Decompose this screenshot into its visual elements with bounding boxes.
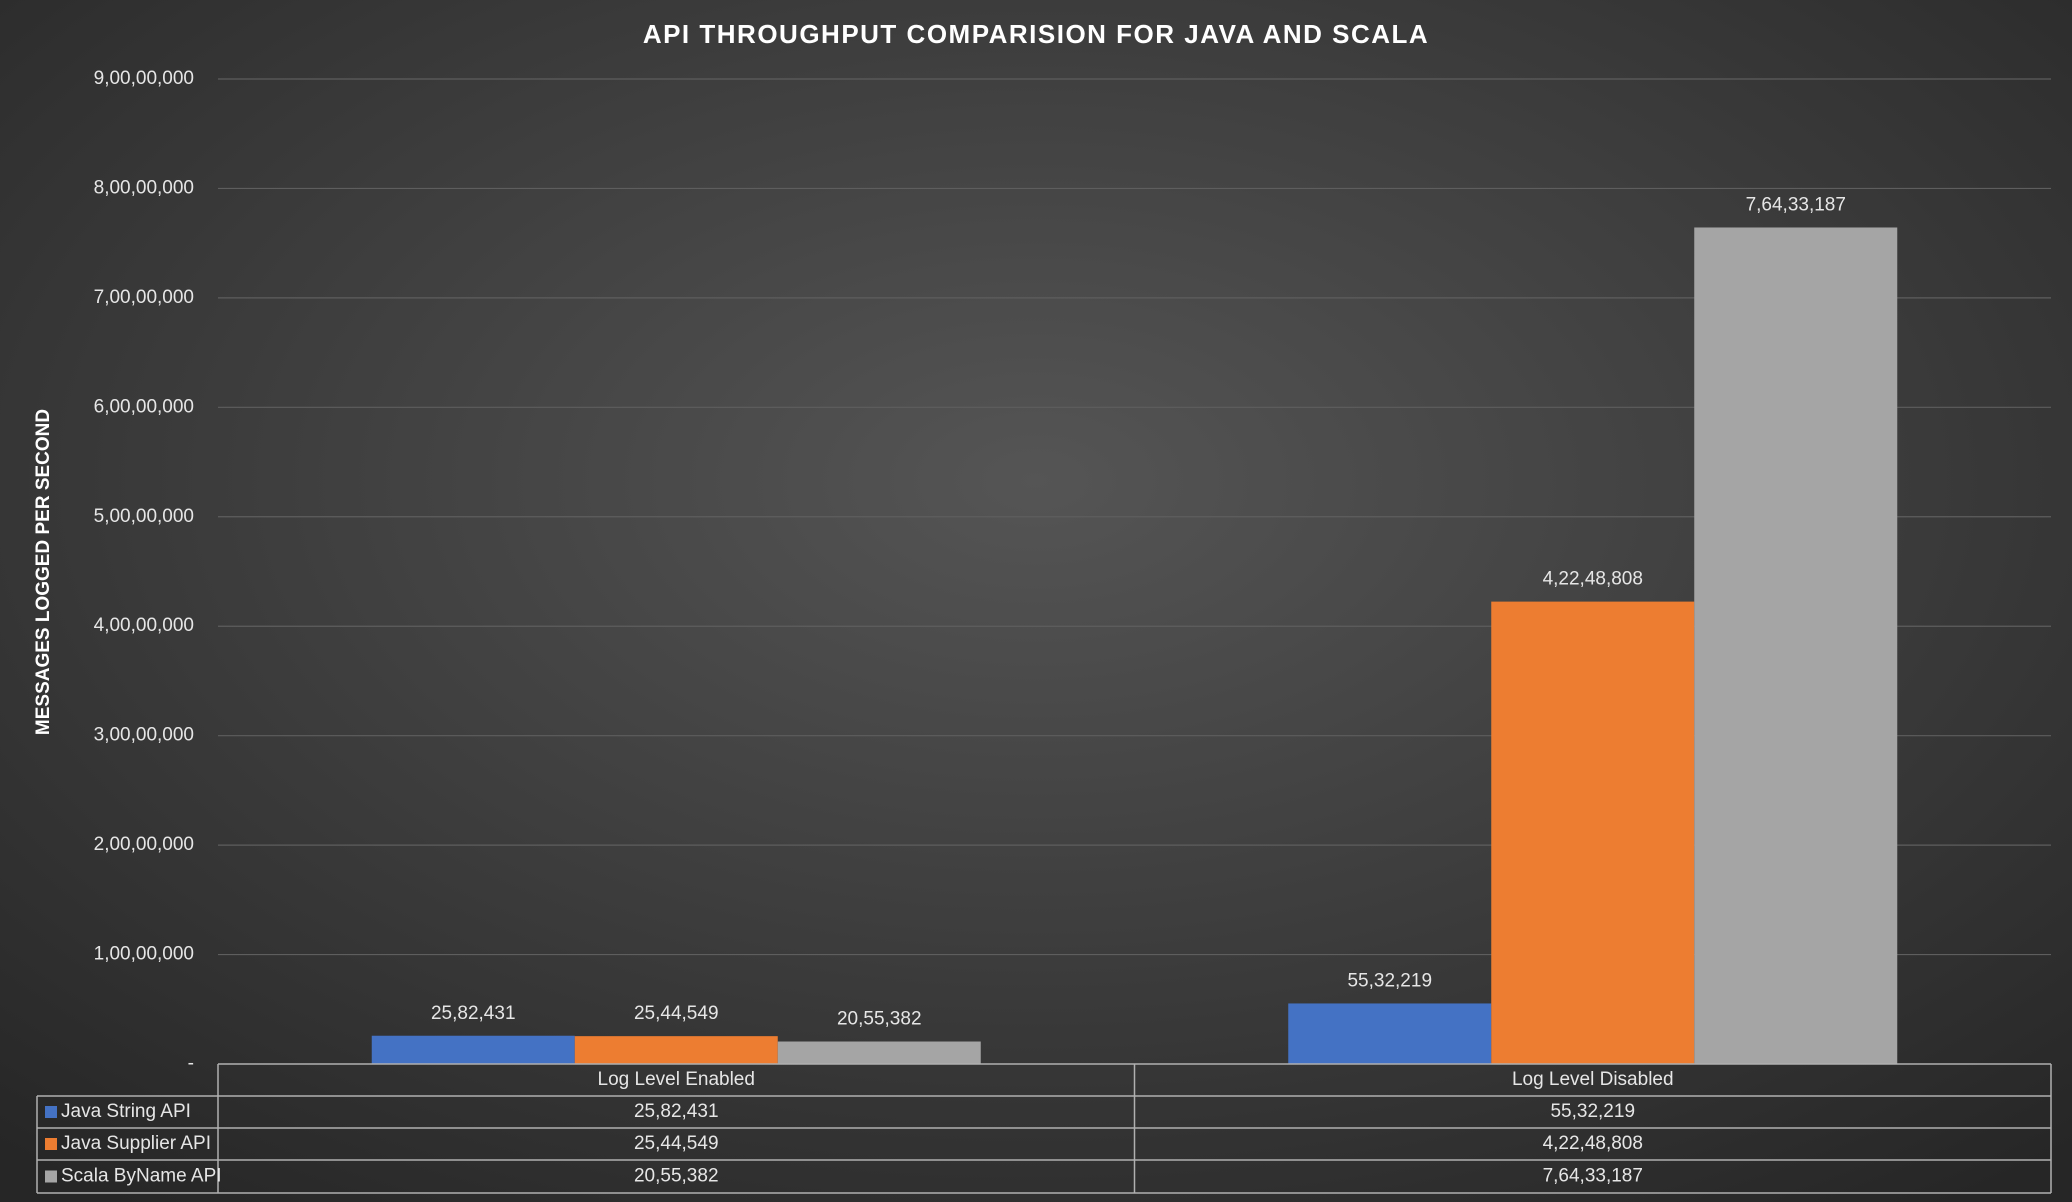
table-value: 25,44,549 [634,1133,719,1154]
legend-swatch [45,1106,57,1118]
table-value: 25,82,431 [634,1101,719,1122]
y-tick-label: 9,00,00,000 [94,68,194,89]
data-label: 55,32,219 [1347,970,1432,991]
y-tick-label: 3,00,00,000 [94,725,194,746]
x-tick-label: Log Level Enabled [598,1069,755,1090]
data-label: 25,44,549 [634,1003,719,1024]
bar [1694,227,1898,1065]
data-label: 25,82,431 [431,1003,516,1024]
y-tick-label: 4,00,00,000 [94,615,194,636]
y-tick-label: 6,00,00,000 [94,396,194,417]
y-tick-label: - [188,1053,194,1074]
table-value: 20,55,382 [634,1166,719,1187]
legend-label: Scala ByName API [61,1166,222,1187]
x-tick-label: Log Level Disabled [1512,1069,1674,1090]
legend-label: Java String API [61,1101,191,1122]
y-tick-label: 7,00,00,000 [94,287,194,308]
y-tick-label: 2,00,00,000 [94,834,194,855]
bar [1288,1003,1492,1064]
table-value: 55,32,219 [1550,1101,1635,1122]
data-label: 20,55,382 [837,1009,922,1030]
bar [777,1041,981,1064]
y-tick-label: 8,00,00,000 [94,177,194,198]
y-tick-label: 5,00,00,000 [94,506,194,527]
y-tick-label: 1,00,00,000 [94,944,194,965]
legend-label: Java Supplier API [61,1133,211,1154]
bar [1491,601,1695,1064]
legend-swatch [45,1138,57,1150]
table-value: 7,64,33,187 [1543,1166,1643,1187]
legend-swatch [45,1170,57,1183]
data-label: 4,22,48,808 [1543,569,1643,590]
y-axis-label: MESSAGES LOGGED PER SECOND [33,409,54,735]
chart-title: API THROUGHPUT COMPARISION FOR JAVA AND … [643,19,1429,49]
data-label: 7,64,33,187 [1746,194,1846,215]
bar [371,1035,575,1064]
table-value: 4,22,48,808 [1543,1133,1643,1154]
bar [574,1036,778,1064]
